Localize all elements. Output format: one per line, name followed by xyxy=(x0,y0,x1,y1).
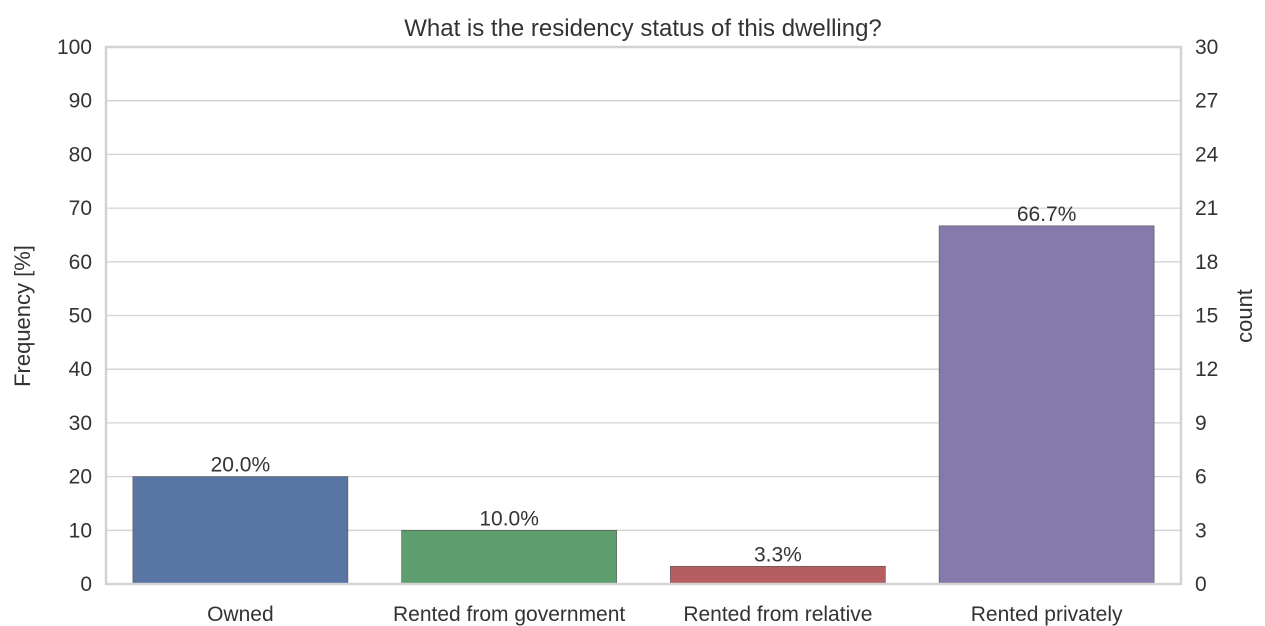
y2-tick-label: 27 xyxy=(1195,90,1218,113)
y2-tick-label: 6 xyxy=(1195,466,1207,489)
bar xyxy=(670,565,886,585)
y2-tick-label: 24 xyxy=(1195,143,1219,166)
y-tick-label: 30 xyxy=(69,412,92,435)
bar-value-label: 10.0% xyxy=(479,507,539,530)
y-tick-label: 10 xyxy=(69,519,92,542)
y-tick-label: 40 xyxy=(69,358,92,381)
category-labels: Owned Rented from government Rented from r… xyxy=(207,603,1123,626)
y-tick-label: 70 xyxy=(69,197,92,220)
x-tick-label: Rented from relative xyxy=(683,603,872,626)
y-tick-label: 100 xyxy=(57,36,92,59)
x-tick-label: Owned xyxy=(207,603,274,626)
right-y-ticks: 0 3 6 9 12 15 18 21 24 27 30 xyxy=(1195,36,1219,596)
bar xyxy=(938,225,1155,585)
y2-tick-label: 15 xyxy=(1195,305,1218,328)
bar xyxy=(132,476,349,585)
y2-tick-label: 3 xyxy=(1195,519,1207,542)
y-tick-label: 20 xyxy=(69,466,92,489)
y2-tick-label: 30 xyxy=(1195,36,1218,59)
y2-tick-label: 9 xyxy=(1195,412,1207,435)
y-tick-label: 0 xyxy=(80,573,92,596)
y-axis-label: Frequency [%] xyxy=(10,245,35,387)
bar-value-label: 66.7% xyxy=(1017,203,1077,226)
chart-title: What is the residency status of this dwe… xyxy=(404,15,882,42)
bar-value-labels: 20.0% 10.0% 3.3% 66.7% xyxy=(211,203,1077,566)
bar xyxy=(401,529,617,585)
left-y-ticks: 0 10 20 30 40 50 60 70 80 90 100 xyxy=(57,36,92,596)
x-tick-label: Rented privately xyxy=(971,603,1123,626)
y-tick-label: 90 xyxy=(69,90,92,113)
y2-tick-label: 0 xyxy=(1195,573,1207,596)
y-tick-label: 60 xyxy=(69,251,92,274)
y-tick-label: 50 xyxy=(69,305,92,328)
y2-tick-label: 12 xyxy=(1195,358,1218,381)
plot-frame xyxy=(104,45,1183,586)
bar-value-label: 20.0% xyxy=(211,454,271,477)
y2-tick-label: 21 xyxy=(1195,197,1218,220)
bar-value-label: 3.3% xyxy=(754,543,802,566)
y-tick-label: 80 xyxy=(69,143,92,166)
y2-tick-label: 18 xyxy=(1195,251,1218,274)
bars xyxy=(132,225,1155,585)
y2-axis-label: count xyxy=(1232,289,1257,343)
x-tick-label: Rented from government xyxy=(393,603,625,626)
